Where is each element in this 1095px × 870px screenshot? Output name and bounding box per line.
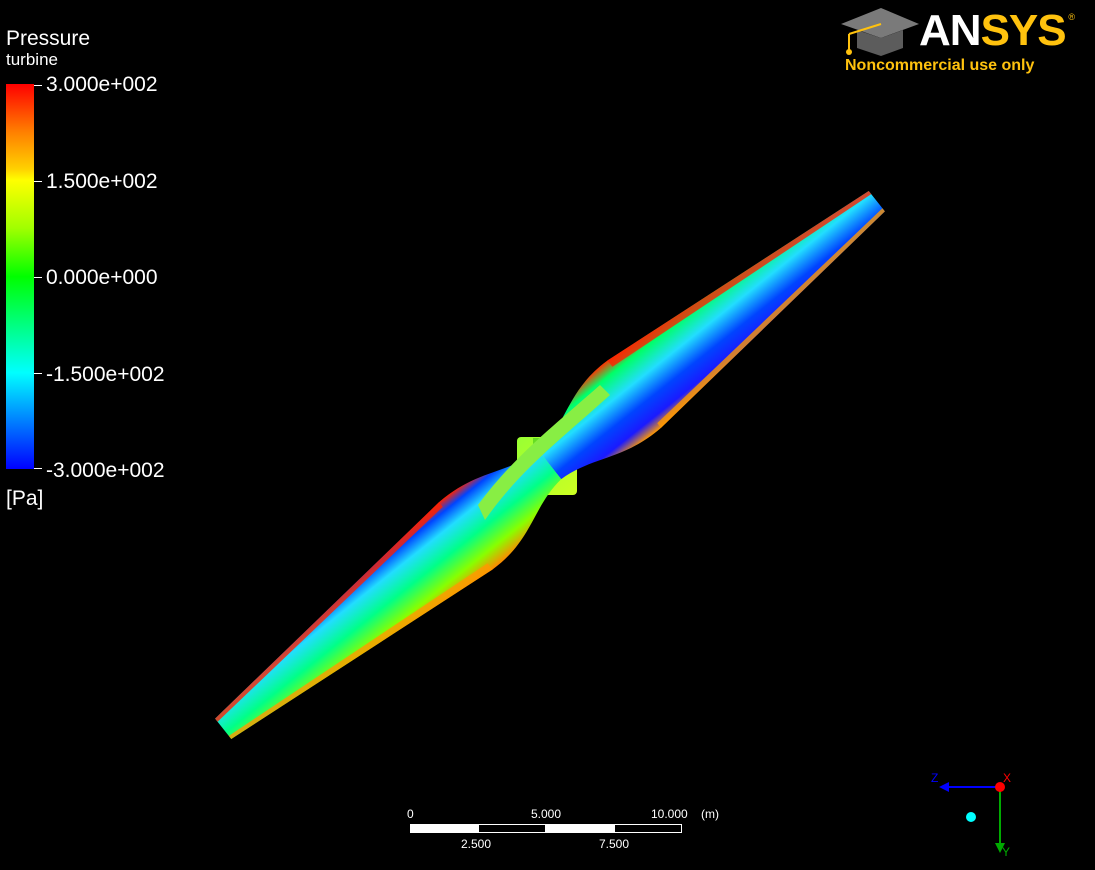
blade-root xyxy=(478,385,610,520)
legend-tick-label: 0.000e+000 xyxy=(46,266,158,289)
legend-subtitle: turbine xyxy=(6,50,58,69)
ansys-logo: ANSYS ® Noncommercial use only xyxy=(837,6,1077,78)
scale-segment xyxy=(478,824,546,833)
scale-label: 10.000 xyxy=(651,807,688,821)
axis-y-label: Y xyxy=(1002,845,1011,859)
ansys-wordmark: ANSYS xyxy=(919,6,1067,55)
scale-label: 5.000 xyxy=(531,807,562,821)
legend-title: Pressure xyxy=(6,27,91,50)
scale-label: 7.500 xyxy=(599,837,630,851)
scale-label: 2.500 xyxy=(461,837,492,851)
blade-lower xyxy=(215,450,562,739)
color-bar xyxy=(6,84,34,469)
legend-tick-label-min: -3.000e+002 xyxy=(46,459,165,482)
legend-tick-label-max: 3.000e+002 xyxy=(46,73,158,96)
scale-bar: 0 5.000 10.000 (m) 2.500 7.500 xyxy=(405,803,725,853)
registered-mark: ® xyxy=(1068,12,1075,22)
legend-unit: [Pa] xyxy=(6,487,44,510)
scale-segment xyxy=(546,824,614,833)
license-note: Noncommercial use only xyxy=(845,57,1035,74)
axis-x-label: X xyxy=(1003,771,1012,785)
graduation-cap-icon xyxy=(841,8,919,56)
scale-unit: (m) xyxy=(701,807,719,821)
scale-label: 0 xyxy=(407,807,414,821)
legend-tick xyxy=(34,373,42,374)
axis-triad[interactable]: Z X Y xyxy=(925,765,1025,865)
scale-segment xyxy=(614,824,682,833)
legend-tick xyxy=(34,181,42,182)
blade-upper xyxy=(538,191,885,480)
legend-tick xyxy=(34,277,42,278)
axis-z-label: Z xyxy=(931,771,939,785)
legend-tick-label: 1.500e+002 xyxy=(46,170,158,193)
legend-tick xyxy=(34,468,42,469)
legend-tick xyxy=(34,85,42,86)
axis-triad-icon xyxy=(939,782,1005,853)
legend-tick-label: -1.500e+002 xyxy=(46,363,165,386)
scale-segment xyxy=(410,824,478,833)
